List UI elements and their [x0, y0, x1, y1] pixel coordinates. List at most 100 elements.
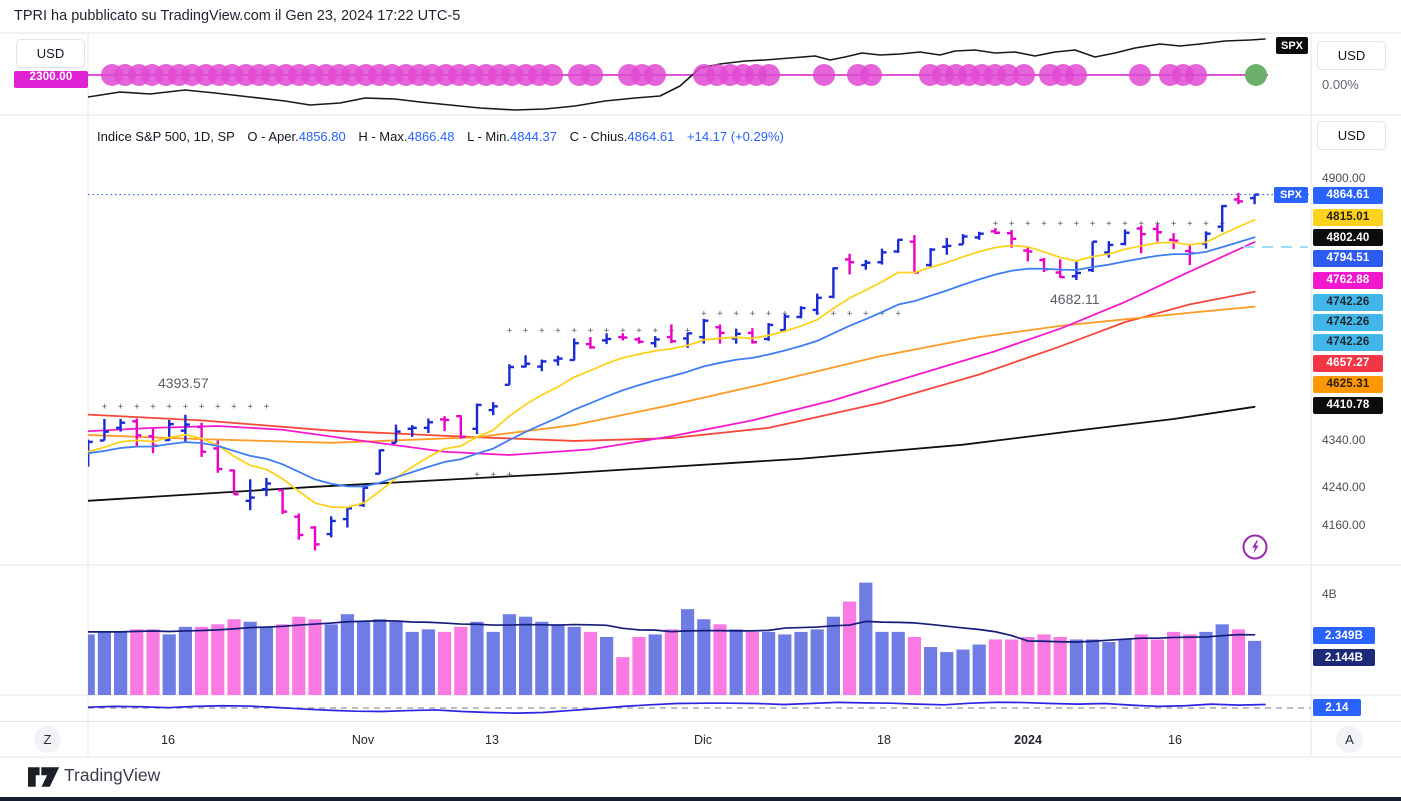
- price-scale-badge: 4410.78: [1313, 396, 1383, 414]
- window-bottom-edge: [0, 797, 1401, 801]
- svg-text:+: +: [539, 326, 545, 336]
- price-scale-tick: 4160.00: [1322, 517, 1366, 532]
- time-axis-label: 13: [485, 733, 499, 747]
- time-axis-label: 18: [877, 733, 891, 747]
- svg-text:+: +: [507, 326, 513, 336]
- price-scale-tick: 4340.00: [1322, 432, 1366, 447]
- svg-text:+: +: [474, 470, 480, 480]
- price-scale-badge: 4742.26: [1313, 293, 1383, 311]
- publication-title: TPRI ha pubblicato su TradingView.com il…: [14, 8, 461, 24]
- svg-text:+: +: [264, 402, 270, 412]
- lightning-icon: [1242, 534, 1268, 560]
- svg-text:+: +: [1138, 219, 1144, 229]
- legend-change: +14.17 (+0.29%): [687, 129, 784, 144]
- price-scale-badge: 4794.51: [1313, 249, 1383, 267]
- svg-text:+: +: [847, 309, 853, 319]
- svg-text:+: +: [134, 402, 140, 412]
- svg-text:+: +: [1187, 219, 1193, 229]
- svg-text:+: +: [118, 402, 124, 412]
- svg-text:+: +: [863, 309, 869, 319]
- legend-low-value: 4844.37: [509, 129, 557, 144]
- legend-close-label: C - Chius.: [569, 129, 628, 144]
- svg-text:+: +: [782, 309, 788, 319]
- volume-scale-badge: 2.349B: [1313, 627, 1375, 644]
- symbol-legend[interactable]: Indice S&P 500, 1D, SP O - Aper.4856.80 …: [97, 129, 784, 144]
- svg-text:+: +: [1171, 219, 1177, 229]
- svg-text:+: +: [701, 309, 707, 319]
- svg-text:+: +: [507, 470, 513, 480]
- svg-text:+: +: [523, 326, 529, 336]
- time-axis-label: Dic: [693, 733, 713, 747]
- price-scale-badge: 4625.31: [1313, 375, 1383, 393]
- svg-text:+: +: [750, 309, 756, 319]
- time-axis-label: Nov: [351, 733, 375, 747]
- svg-text:+: +: [1090, 219, 1096, 229]
- svg-text:+: +: [652, 326, 658, 336]
- auto-scale-button[interactable]: A: [1336, 726, 1363, 753]
- svg-text:+: +: [231, 402, 237, 412]
- svg-text:+: +: [215, 402, 221, 412]
- top-left-scale-badge: 2300.00: [14, 71, 88, 88]
- svg-text:+: +: [1074, 219, 1080, 229]
- svg-text:+: +: [1009, 219, 1015, 229]
- svg-text:+: +: [604, 326, 610, 336]
- svg-text:+: +: [1203, 219, 1209, 229]
- change-percent: 0.00%: [1322, 77, 1359, 92]
- svg-text:+: +: [183, 402, 189, 412]
- svg-text:+: +: [1025, 219, 1031, 229]
- svg-text:+: +: [717, 309, 723, 319]
- svg-text:+: +: [1106, 219, 1112, 229]
- svg-text:+: +: [879, 309, 885, 319]
- svg-text:+: +: [895, 309, 901, 319]
- svg-text:+: +: [166, 402, 172, 412]
- svg-text:+: +: [733, 309, 739, 319]
- legend-open-label: O - Aper.: [247, 129, 299, 144]
- svg-text:+: +: [766, 309, 772, 319]
- legend-high-value: 4866.48: [407, 129, 455, 144]
- legend-low-label: L - Min.: [467, 129, 510, 144]
- price-scale-tick: 4240.00: [1322, 479, 1366, 494]
- svg-text:+: +: [1122, 219, 1128, 229]
- main-currency-button[interactable]: USD: [1317, 121, 1386, 150]
- price-scale-badge: 4802.40: [1313, 229, 1383, 246]
- svg-text:+: +: [247, 402, 253, 412]
- svg-text:+: +: [571, 326, 577, 336]
- svg-text:+: +: [636, 326, 642, 336]
- time-axis-label: 16: [161, 733, 175, 747]
- legend-open-value: 4856.80: [298, 129, 346, 144]
- timezone-button[interactable]: Z: [34, 726, 61, 753]
- top-right-currency-button[interactable]: USD: [1317, 41, 1386, 70]
- svg-text:+: +: [555, 326, 561, 336]
- legend-high-label: H - Max.: [358, 129, 408, 144]
- top-left-currency-button[interactable]: USD: [16, 39, 85, 68]
- top-symbol-badge: SPX: [1276, 37, 1308, 54]
- svg-text:+: +: [102, 402, 108, 412]
- svg-text:+: +: [993, 219, 999, 229]
- svg-text:+: +: [1041, 219, 1047, 229]
- svg-text:+: +: [588, 326, 594, 336]
- price-scale-badge: 4742.26: [1313, 313, 1383, 331]
- svg-text:+: +: [490, 470, 496, 480]
- svg-text:+: +: [150, 402, 156, 412]
- legend-close-value: 4864.61: [627, 129, 675, 144]
- pivot-label-high: 4393.57: [158, 375, 209, 391]
- volume-scale-badge: 2.144B: [1313, 649, 1375, 666]
- boost-button[interactable]: [1242, 534, 1268, 560]
- price-scale-badge: 4762.88: [1313, 271, 1383, 289]
- price-scale-badge: 4657.27: [1313, 354, 1383, 372]
- indicator-scale-badge: 2.14: [1313, 699, 1361, 716]
- svg-text:+: +: [199, 402, 205, 412]
- time-axis-label: 2024: [1014, 733, 1042, 747]
- spx-price-tag: SPX: [1274, 187, 1308, 203]
- legend-title: Indice S&P 500, 1D, SP: [97, 129, 235, 144]
- pivot-label-mid: 4682.11: [1050, 291, 1100, 307]
- time-axis-label: 16: [1168, 733, 1182, 747]
- svg-text:+: +: [831, 309, 837, 319]
- tradingview-logo-icon: [28, 767, 60, 787]
- svg-text:+: +: [1057, 219, 1063, 229]
- price-scale-badge: 4815.01: [1313, 208, 1383, 226]
- price-scale-badge: 4864.61: [1313, 186, 1383, 204]
- svg-text:+: +: [685, 326, 691, 336]
- tradingview-brand[interactable]: TradingView: [64, 765, 161, 785]
